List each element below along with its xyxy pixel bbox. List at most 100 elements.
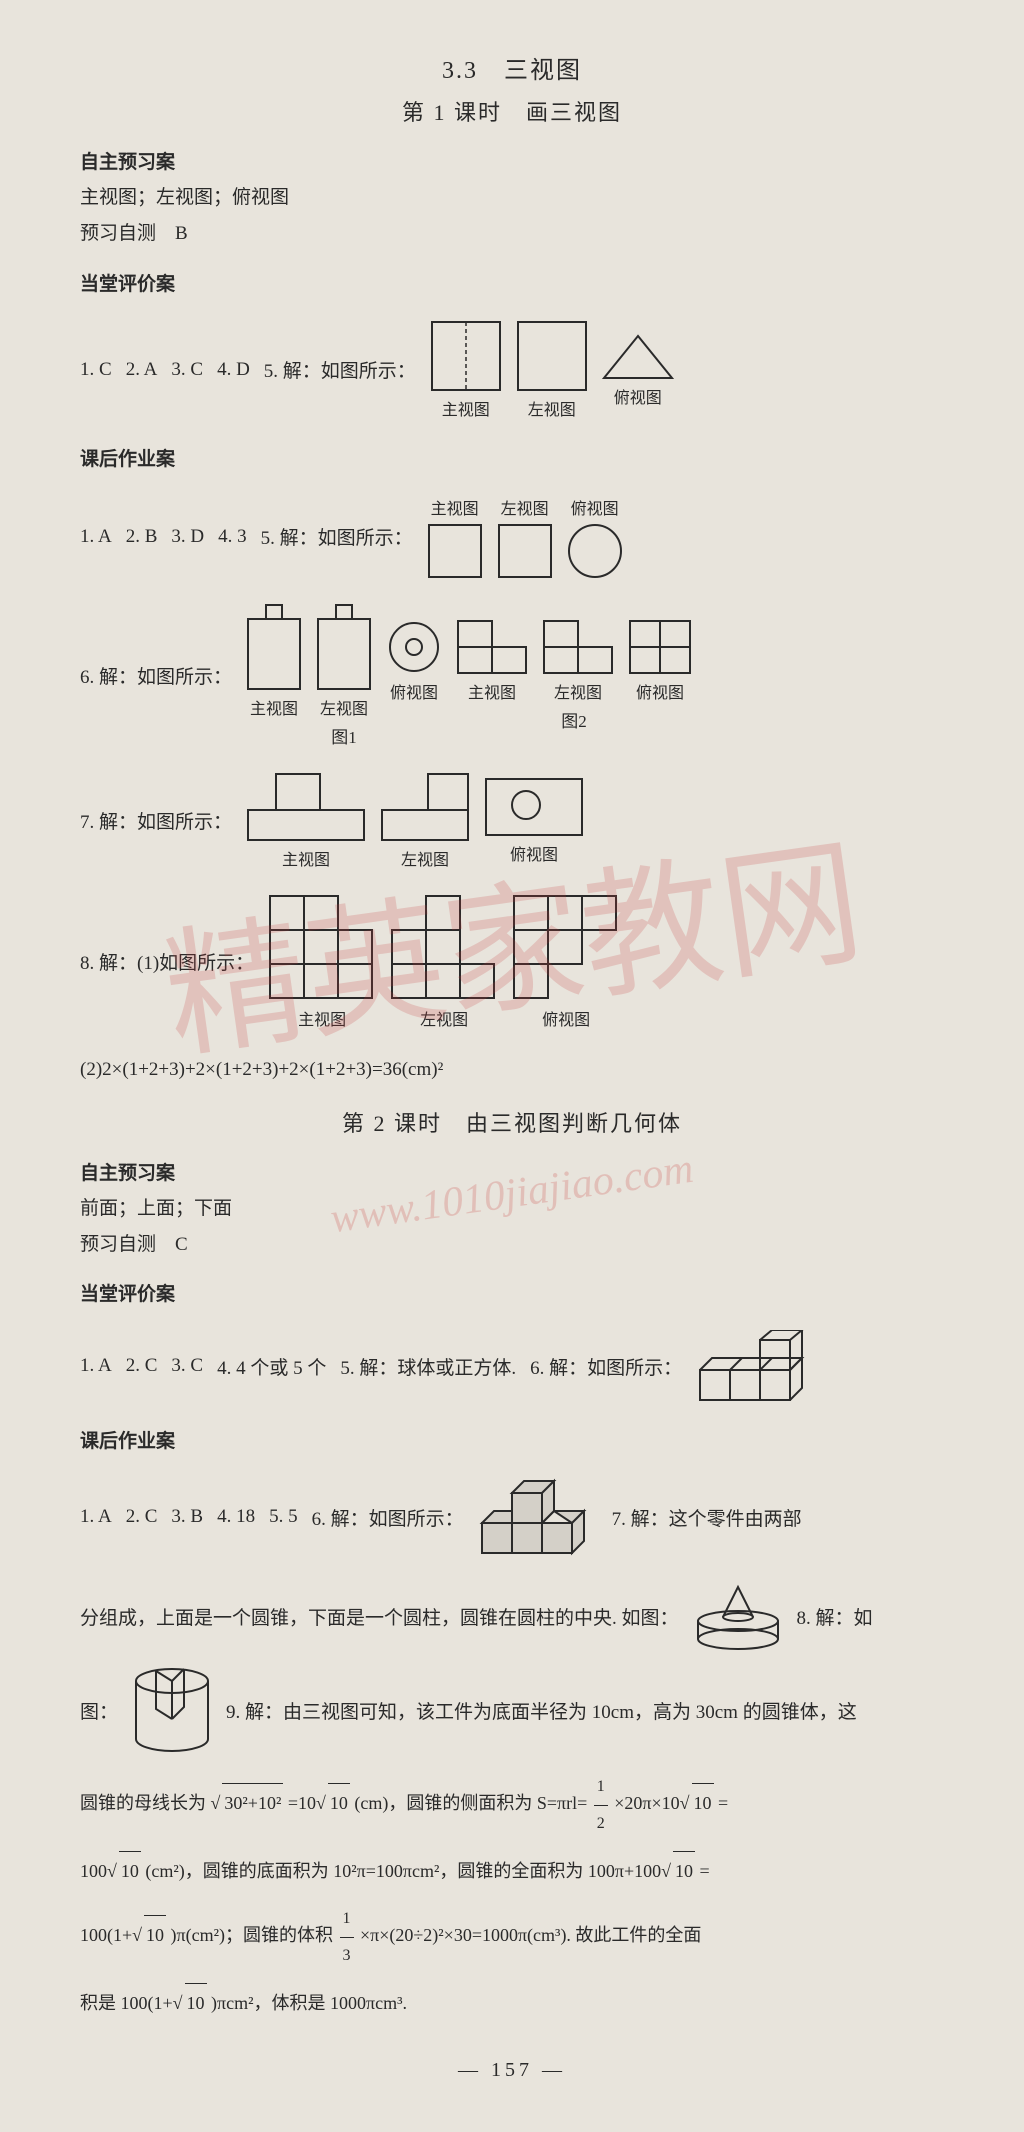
- preview-heading-1: 自主预习案: [80, 147, 944, 174]
- ans: 1. A: [80, 1355, 112, 1377]
- preview-line-1: 主视图；左视图；俯视图: [80, 182, 944, 214]
- fig-label: 左视图: [554, 679, 602, 703]
- fig-label: 主视图: [468, 679, 516, 703]
- hw-row-2: 1. A 2. C 3. B 4. 18 5. 5 6. 解：如图所示： 7. …: [80, 1477, 944, 1557]
- ans: 5. 解：如图所示：: [261, 523, 413, 550]
- fig-group-hw7: 主视图 左视图 俯视图: [246, 772, 584, 870]
- front-view-icon: [427, 523, 483, 579]
- ans: 4. 4 个或 5 个: [217, 1353, 326, 1380]
- fig-label: 主视图: [250, 695, 298, 719]
- cone-on-cylinder-icon: [693, 1581, 783, 1651]
- ans: 3. B: [171, 1506, 203, 1528]
- left-view-icon: [497, 523, 553, 579]
- eq-line-4: 积是 100(1+√10 )πcm²，体积是 1000πcm³.: [80, 1983, 944, 2024]
- front-view-icon: [246, 772, 366, 842]
- cube-stack-icon: [478, 1477, 598, 1557]
- ans: 4. 18: [217, 1506, 255, 1528]
- fig-label: 左视图: [420, 1006, 468, 1030]
- inclass-row-2: 1. A 2. C 3. C 4. 4 个或 5 个 5. 解：球体或正方体. …: [80, 1330, 944, 1402]
- text: 30²+10²: [222, 1783, 283, 1824]
- preview-test-1: 预习自测 B: [80, 218, 944, 250]
- ans: 2. B: [126, 526, 158, 548]
- left-view-icon: [380, 772, 470, 842]
- fig-label: 主视图: [298, 1006, 346, 1030]
- ans: 1. A: [80, 526, 112, 548]
- front-view-icon: [246, 603, 302, 691]
- preview-heading-2: 自主预习案: [80, 1158, 944, 1185]
- fig-label: 俯视图: [510, 841, 558, 865]
- fig-label: 俯视图: [542, 1006, 590, 1030]
- ans: 6. 解：如图所示：: [312, 1504, 464, 1531]
- ans: 3. D: [171, 526, 204, 548]
- hw8-9-row: 图： 9. 解：由三视图可知，该工件为底面半径为 10cm，高为 30cm 的圆…: [80, 1665, 944, 1755]
- fig-label: 左视图: [320, 695, 368, 719]
- top-view-icon: [567, 523, 623, 579]
- ans: 6. 解：如图所示：: [530, 1353, 682, 1380]
- lesson-1-title: 第 1 课时 画三视图: [80, 95, 944, 127]
- ans: 1. C: [80, 359, 112, 381]
- front-view-icon: [268, 894, 376, 1002]
- text: 100: [80, 1861, 107, 1881]
- left-view-icon: [390, 894, 498, 1002]
- page-number: — 157 —: [80, 2059, 944, 2082]
- cube-stack-icon: [696, 1330, 816, 1402]
- text: (cm²)，圆锥的底面积为 10²π=100πcm²，圆锥的全面积为 100π+…: [145, 1861, 661, 1881]
- text: 100(1+: [80, 1925, 132, 1945]
- fig-label: 主视图: [282, 846, 330, 870]
- ans: 7. 解：这个零件由两部: [612, 1504, 802, 1531]
- eq-line-1: 圆锥的母线长为 √30²+10² =10√10 (cm)，圆锥的侧面积为 S=π…: [80, 1769, 944, 1840]
- hw-heading-1: 课后作业案: [80, 444, 944, 471]
- fig-label: 左视图: [528, 396, 576, 420]
- hw8-row: 8. 解：(1)如图所示： 主视图 左视图: [80, 894, 944, 1030]
- fig-label: 俯视图: [636, 679, 684, 703]
- hw6-row: 6. 解：如图所示： 主视图 左视图 俯视图 图1 主视图: [80, 603, 944, 748]
- ans: 2. C: [126, 1355, 158, 1377]
- left-view-icon: [542, 619, 614, 675]
- fig-label: 左视图: [401, 846, 449, 870]
- front-view-icon: [456, 619, 528, 675]
- fig-group-inclass5: 主视图 左视图 俯视图: [430, 320, 674, 420]
- text: 积是 100(1+: [80, 1993, 173, 2013]
- eq-line-2: 100√10 (cm²)，圆锥的底面积为 10²π=100πcm²，圆锥的全面积…: [80, 1851, 944, 1892]
- text: (cm)，圆锥的侧面积为 S=πrl=: [354, 1793, 587, 1813]
- top-view-icon: [602, 332, 674, 380]
- section-title: 3.3 三视图: [80, 50, 944, 85]
- fig-label: 俯视图: [614, 384, 662, 408]
- fig-label: 主视图: [442, 396, 490, 420]
- hw7-row: 7. 解：如图所示： 主视图 左视图 俯视图: [80, 772, 944, 870]
- fig-caption: 图2: [456, 707, 692, 732]
- ans: 5. 5: [269, 1506, 298, 1528]
- ans: 5. 解：球体或正方体.: [340, 1353, 516, 1380]
- notched-cylinder-icon: [132, 1665, 212, 1755]
- fig-label: 俯视图: [571, 495, 619, 519]
- text: 圆锥的母线长为: [80, 1793, 206, 1813]
- inclass-heading-1: 当堂评价案: [80, 269, 944, 296]
- left-view-icon: [316, 603, 372, 691]
- left-view-icon: [516, 320, 588, 392]
- ans: 8. 解：(1)如图所示：: [80, 948, 254, 975]
- inclass-heading-2: 当堂评价案: [80, 1279, 944, 1306]
- fig-label: 俯视图: [390, 679, 438, 703]
- ans: 5. 解：如图所示：: [264, 356, 416, 383]
- ans: 1. A: [80, 1506, 112, 1528]
- ans: 2. C: [126, 1506, 158, 1528]
- ans: 4. D: [217, 359, 250, 381]
- text: 分组成，上面是一个圆锥，下面是一个圆柱，圆锥在圆柱的中央. 如图：: [80, 1603, 679, 1630]
- front-view-icon: [430, 320, 502, 392]
- preview-test-2: 预习自测 C: [80, 1229, 944, 1261]
- text: =: [718, 1793, 728, 1813]
- ans: 4. 3: [218, 526, 247, 548]
- lesson-2-title: 第 2 课时 由三视图判断几何体: [80, 1106, 944, 1138]
- text: ×π×(20÷2)²×30=1000π(cm³). 故此工件的全面: [360, 1925, 701, 1945]
- top-view-icon: [512, 894, 620, 1002]
- text: 10: [328, 1783, 350, 1824]
- fig-group-hw6-1: 主视图 左视图 俯视图: [246, 603, 442, 719]
- ans: 7. 解：如图所示：: [80, 807, 232, 834]
- text: 8. 解：如: [797, 1603, 873, 1630]
- top-view-icon: [386, 619, 442, 675]
- text: =: [700, 1861, 710, 1881]
- text: )πcm²，体积是 1000πcm³.: [211, 1993, 407, 2013]
- top-view-icon: [628, 619, 692, 675]
- inclass-row-1: 1. C 2. A 3. C 4. D 5. 解：如图所示： 主视图 左视图 俯…: [80, 320, 944, 420]
- fig-group-hw5: 主视图 左视图 俯视图: [427, 495, 623, 579]
